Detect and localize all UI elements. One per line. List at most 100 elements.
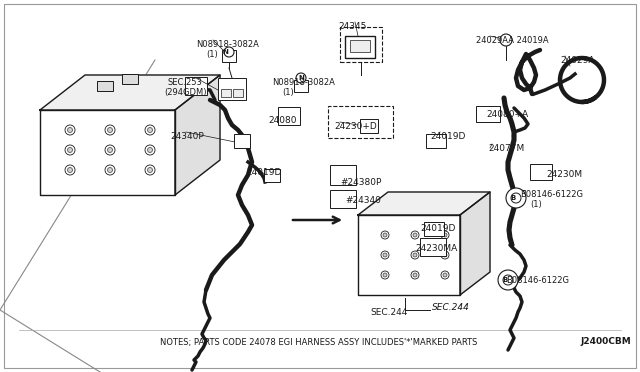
Circle shape [108, 148, 113, 153]
Circle shape [383, 273, 387, 277]
FancyBboxPatch shape [345, 36, 375, 58]
Polygon shape [40, 110, 175, 195]
Circle shape [296, 73, 306, 83]
FancyBboxPatch shape [233, 89, 243, 97]
Circle shape [413, 233, 417, 237]
FancyBboxPatch shape [350, 40, 370, 52]
Text: N: N [222, 49, 228, 55]
FancyBboxPatch shape [530, 164, 552, 180]
Text: 24230M: 24230M [546, 170, 582, 179]
Circle shape [105, 145, 115, 155]
Text: B08146-6122G: B08146-6122G [506, 276, 569, 285]
FancyBboxPatch shape [222, 50, 236, 62]
Circle shape [381, 231, 389, 239]
Circle shape [67, 167, 72, 173]
Text: NOTES; PARTS CODE 24078 EGI HARNESS ASSY INCLUDES'*'MARKED PARTS: NOTES; PARTS CODE 24078 EGI HARNESS ASSY… [160, 337, 477, 346]
Circle shape [381, 271, 389, 279]
Text: N: N [298, 75, 304, 81]
FancyBboxPatch shape [330, 190, 356, 208]
Circle shape [108, 167, 113, 173]
Circle shape [381, 251, 389, 259]
FancyBboxPatch shape [234, 134, 250, 148]
Circle shape [443, 273, 447, 277]
FancyBboxPatch shape [122, 74, 138, 84]
Text: 24019D: 24019D [246, 168, 282, 177]
Polygon shape [40, 75, 220, 110]
Text: 24230MA: 24230MA [415, 244, 457, 253]
Circle shape [145, 145, 155, 155]
Circle shape [443, 253, 447, 257]
Polygon shape [175, 75, 220, 195]
Circle shape [147, 148, 152, 153]
Text: (1): (1) [206, 50, 218, 59]
Text: #24380P: #24380P [340, 178, 381, 187]
FancyBboxPatch shape [185, 77, 207, 95]
Circle shape [65, 165, 75, 175]
FancyBboxPatch shape [278, 107, 300, 125]
FancyBboxPatch shape [426, 134, 446, 148]
Text: B08146-6122G: B08146-6122G [520, 190, 583, 199]
Circle shape [67, 148, 72, 153]
Text: 24077M: 24077M [488, 144, 524, 153]
Text: 24019D: 24019D [430, 132, 465, 141]
Text: 24340P: 24340P [170, 132, 204, 141]
Text: B: B [510, 195, 516, 201]
Circle shape [411, 271, 419, 279]
Circle shape [145, 165, 155, 175]
FancyBboxPatch shape [420, 238, 446, 256]
Circle shape [441, 231, 449, 239]
Circle shape [500, 34, 512, 46]
Text: #24340: #24340 [345, 196, 381, 205]
Text: 24019D: 24019D [420, 224, 456, 233]
Polygon shape [460, 192, 490, 295]
Text: J2400CBM: J2400CBM [580, 337, 631, 346]
Text: 24029AA 24019A: 24029AA 24019A [476, 36, 548, 45]
Circle shape [441, 271, 449, 279]
Circle shape [511, 193, 521, 203]
FancyBboxPatch shape [221, 89, 231, 97]
Text: 24345: 24345 [338, 22, 366, 31]
Circle shape [506, 188, 526, 208]
Circle shape [65, 145, 75, 155]
Text: (1): (1) [282, 88, 294, 97]
Text: (1): (1) [530, 200, 541, 209]
Circle shape [498, 270, 518, 290]
FancyBboxPatch shape [264, 169, 280, 182]
FancyBboxPatch shape [476, 106, 500, 122]
Circle shape [67, 128, 72, 132]
Text: (294GDM): (294GDM) [164, 88, 207, 97]
Circle shape [503, 275, 513, 285]
Text: B: B [502, 277, 508, 283]
Polygon shape [358, 192, 490, 215]
Text: SEC.253: SEC.253 [168, 78, 203, 87]
Circle shape [147, 128, 152, 132]
FancyBboxPatch shape [360, 119, 378, 133]
Circle shape [145, 125, 155, 135]
Circle shape [443, 233, 447, 237]
Circle shape [383, 233, 387, 237]
Text: SEC.244: SEC.244 [432, 304, 470, 312]
FancyBboxPatch shape [97, 81, 113, 91]
Circle shape [411, 231, 419, 239]
FancyBboxPatch shape [218, 78, 246, 100]
Polygon shape [358, 215, 460, 295]
Circle shape [383, 253, 387, 257]
Circle shape [65, 125, 75, 135]
Circle shape [411, 251, 419, 259]
Text: N08918-3082A: N08918-3082A [196, 40, 259, 49]
Text: 24080+A: 24080+A [486, 110, 528, 119]
Circle shape [105, 125, 115, 135]
Circle shape [105, 165, 115, 175]
FancyBboxPatch shape [330, 165, 356, 185]
FancyBboxPatch shape [424, 222, 444, 236]
FancyBboxPatch shape [294, 80, 308, 92]
Circle shape [413, 273, 417, 277]
Text: 24029A: 24029A [560, 56, 595, 65]
Circle shape [224, 47, 234, 57]
Text: 24080: 24080 [268, 116, 296, 125]
Circle shape [147, 167, 152, 173]
Circle shape [108, 128, 113, 132]
Circle shape [441, 251, 449, 259]
Circle shape [413, 253, 417, 257]
Text: SEC.244: SEC.244 [370, 308, 408, 317]
